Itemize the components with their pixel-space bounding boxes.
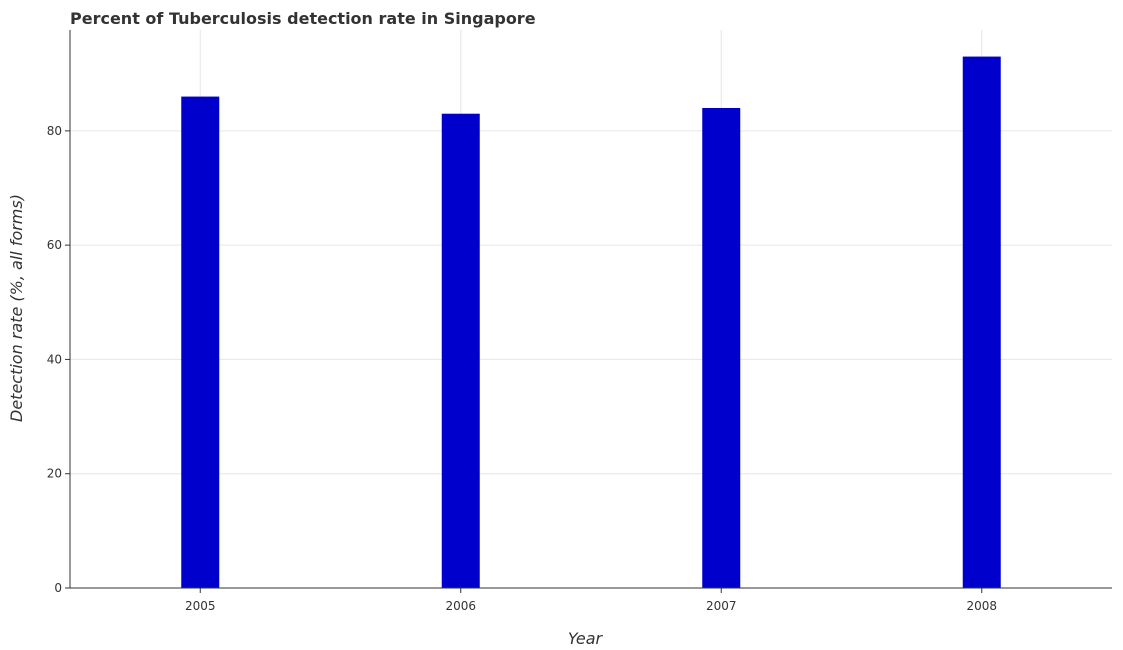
axes: 0 20 40 60 80 2005 2006 2007 2008 bbox=[47, 30, 1112, 613]
x-axis-label: Year bbox=[568, 629, 604, 648]
x-tick-label: 2006 bbox=[445, 599, 476, 613]
chart-title: Percent of Tuberculosis detection rate i… bbox=[70, 9, 536, 28]
bar-2008 bbox=[962, 56, 1001, 589]
y-tick-label: 60 bbox=[47, 238, 62, 252]
bars bbox=[181, 56, 1001, 589]
bar-2006 bbox=[441, 113, 480, 588]
y-tick-label: 80 bbox=[47, 124, 62, 138]
bar-2007 bbox=[702, 108, 741, 588]
grid bbox=[70, 30, 1112, 589]
y-tick-label: 40 bbox=[47, 352, 62, 366]
y-tick-label: 0 bbox=[54, 581, 62, 595]
x-tick-label: 2008 bbox=[966, 599, 997, 613]
x-tick-label: 2007 bbox=[706, 599, 737, 613]
x-tick-label: 2005 bbox=[185, 599, 216, 613]
y-axis-label: Detection rate (%, all forms) bbox=[7, 194, 26, 422]
bar-2005 bbox=[181, 96, 220, 589]
y-tick-label: 20 bbox=[47, 467, 62, 481]
